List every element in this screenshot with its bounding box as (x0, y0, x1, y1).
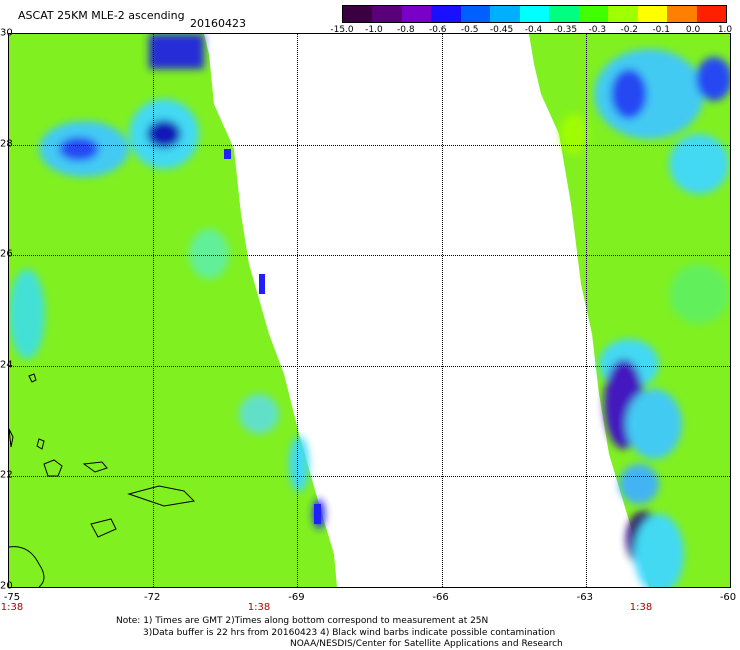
color-scale-tick: -0.5 (460, 25, 479, 35)
longitude-label: -66 (432, 592, 449, 603)
color-swatch (608, 6, 638, 22)
color-swatch (460, 6, 491, 22)
color-swatch (519, 6, 550, 22)
color-swatch (637, 6, 668, 22)
latitude-label: 26 (0, 248, 13, 260)
color-swatch (696, 6, 727, 22)
grid-line-lat (9, 255, 730, 257)
color-scale-tick: -15.0 (330, 25, 354, 35)
grid-line-lat (9, 144, 730, 146)
color-swatch (578, 6, 609, 22)
color-scale-tick: -0.35 (553, 25, 578, 35)
latitude-label: 28 (0, 138, 13, 150)
color-scale-labels: -15.0 -1.0 -0.8 -0.6 -0.5 -0.45 -0.4 -0.35 -0.3 -… (330, 25, 740, 37)
color-swatch (343, 6, 373, 22)
color-swatch (490, 6, 520, 22)
color-scale-bar (342, 5, 727, 23)
longitude-label: -63 (576, 592, 593, 603)
color-scale-tick: -0.4 (524, 25, 543, 35)
latitude-label: 24 (0, 359, 13, 371)
grid-line-lon (585, 34, 587, 587)
color-scale-tick: -1.0 (365, 25, 383, 35)
east-swath (529, 34, 730, 587)
color-scale-tick: -0.6 (428, 25, 447, 35)
note-line-1: Note: 1) Times are GMT 2)Times along bot… (116, 616, 489, 626)
longitude-label: -75 (3, 592, 21, 603)
pass-time-label: 1:38 (629, 602, 653, 613)
grid-line-lat (9, 365, 730, 367)
pass-time-label: 1:38 (0, 602, 24, 613)
latitude-label: 20 (0, 580, 13, 592)
map-canvas (9, 34, 730, 587)
grid-line-lat (9, 476, 730, 478)
product-title: ASCAT 25KM MLE-2 ascending (18, 9, 185, 22)
color-swatch (667, 6, 697, 22)
color-swatch (401, 6, 432, 22)
latitude-label: 22 (0, 469, 13, 481)
color-scale-tick: -0.8 (397, 25, 415, 35)
color-scale-tick: -0.2 (620, 25, 639, 35)
note-line-2: 3)Data buffer is 22 hrs from 20160423 4)… (143, 628, 556, 638)
latitude-label: 30 (0, 27, 13, 39)
product-date: 20160423 (190, 17, 246, 30)
pass-time-label: 1:38 (247, 602, 271, 613)
color-swatch (372, 6, 402, 22)
color-scale-tick: 0.0 (685, 25, 701, 35)
longitude-label: -60 (719, 592, 737, 603)
grid-line-lon (441, 34, 443, 587)
color-swatch (549, 6, 579, 22)
longitude-label: -69 (288, 592, 305, 603)
grid-line-lon (153, 34, 155, 587)
map-panel (8, 33, 731, 588)
longitude-label: -72 (144, 592, 161, 603)
color-scale-tick: 1.0 (717, 25, 733, 35)
color-swatch (431, 6, 461, 22)
west-swath (9, 34, 337, 587)
note-line-3: NOAA/NESDIS/Center for Satellite Applica… (290, 639, 563, 649)
grid-line-lon (297, 34, 299, 587)
color-scale-tick: -0.1 (652, 25, 670, 35)
color-scale-tick: -0.45 (489, 25, 514, 35)
color-scale-tick: -0.3 (588, 25, 607, 35)
